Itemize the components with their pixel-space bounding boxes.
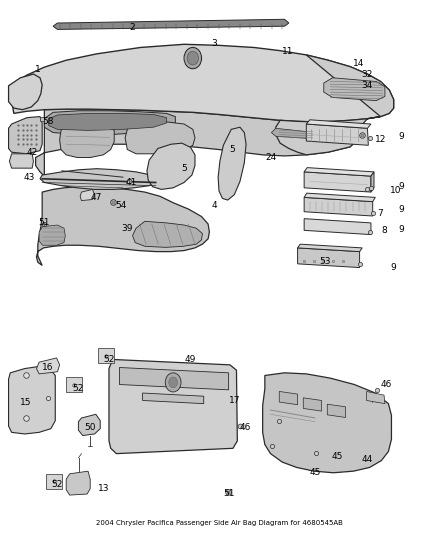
Polygon shape <box>36 358 60 374</box>
Circle shape <box>165 373 181 392</box>
Text: 47: 47 <box>90 193 102 202</box>
Text: 15: 15 <box>20 398 32 407</box>
Polygon shape <box>306 120 371 128</box>
Text: 14: 14 <box>353 59 364 68</box>
Circle shape <box>169 377 177 387</box>
Polygon shape <box>297 244 362 252</box>
Text: 16: 16 <box>42 363 53 372</box>
Polygon shape <box>304 219 371 235</box>
Polygon shape <box>53 19 289 29</box>
Polygon shape <box>147 143 195 189</box>
Text: 17: 17 <box>229 396 240 405</box>
Polygon shape <box>218 127 246 200</box>
Polygon shape <box>99 349 114 364</box>
Polygon shape <box>9 117 42 154</box>
Text: 46: 46 <box>380 380 392 389</box>
Polygon shape <box>46 474 62 489</box>
Polygon shape <box>324 78 385 101</box>
Polygon shape <box>272 128 315 139</box>
Polygon shape <box>263 373 392 473</box>
Text: 52: 52 <box>73 384 84 393</box>
Text: 2004 Chrysler Pacifica Passenger Side Air Bag Diagram for 4680545AB: 2004 Chrysler Pacifica Passenger Side Ai… <box>95 520 343 526</box>
Text: 10: 10 <box>390 186 402 195</box>
Polygon shape <box>120 368 229 390</box>
Text: 4: 4 <box>212 201 217 210</box>
Text: 54: 54 <box>115 201 127 210</box>
Text: 12: 12 <box>375 135 386 144</box>
Text: 52: 52 <box>103 355 115 364</box>
Polygon shape <box>35 109 359 176</box>
Text: 7: 7 <box>378 209 383 218</box>
Text: 11: 11 <box>282 47 294 55</box>
Text: 13: 13 <box>98 484 109 493</box>
Polygon shape <box>80 189 95 200</box>
Polygon shape <box>371 172 374 192</box>
Circle shape <box>187 51 198 65</box>
Polygon shape <box>367 391 385 403</box>
Polygon shape <box>306 124 368 146</box>
Text: 2: 2 <box>129 23 134 32</box>
Text: 9: 9 <box>399 132 404 141</box>
Text: 41: 41 <box>125 178 137 187</box>
Polygon shape <box>297 248 360 268</box>
Polygon shape <box>304 167 374 176</box>
Text: 51: 51 <box>223 489 234 498</box>
Text: 51: 51 <box>39 219 50 228</box>
Text: 8: 8 <box>381 226 387 235</box>
Polygon shape <box>9 74 42 110</box>
Polygon shape <box>304 193 375 201</box>
Text: 50: 50 <box>85 423 96 432</box>
Text: 24: 24 <box>265 153 276 162</box>
Circle shape <box>184 47 201 69</box>
Text: 44: 44 <box>362 455 373 464</box>
Polygon shape <box>66 377 82 392</box>
Polygon shape <box>303 398 321 411</box>
Polygon shape <box>10 44 394 122</box>
Polygon shape <box>143 393 204 403</box>
Polygon shape <box>279 391 297 405</box>
Polygon shape <box>304 197 373 216</box>
Polygon shape <box>9 367 55 434</box>
Text: 42: 42 <box>27 148 38 157</box>
Text: 45: 45 <box>309 468 321 477</box>
Polygon shape <box>36 187 209 265</box>
Text: 53: 53 <box>319 257 330 265</box>
Polygon shape <box>327 404 346 417</box>
Text: 9: 9 <box>399 182 404 191</box>
Polygon shape <box>66 471 90 495</box>
Polygon shape <box>49 114 166 131</box>
Text: 5: 5 <box>229 145 235 154</box>
Text: 49: 49 <box>185 355 196 364</box>
Polygon shape <box>39 225 65 245</box>
Polygon shape <box>40 168 155 189</box>
Text: 5: 5 <box>181 164 187 173</box>
Polygon shape <box>133 221 202 247</box>
Polygon shape <box>125 122 195 154</box>
Text: 9: 9 <box>399 225 404 234</box>
Text: 9: 9 <box>391 263 396 272</box>
Text: 32: 32 <box>362 70 373 78</box>
Text: 39: 39 <box>122 224 133 233</box>
Text: 3: 3 <box>212 39 218 48</box>
Polygon shape <box>10 154 33 168</box>
Text: 43: 43 <box>23 173 35 182</box>
Text: 1: 1 <box>35 66 41 74</box>
Polygon shape <box>276 55 394 155</box>
Polygon shape <box>44 111 175 135</box>
Polygon shape <box>78 414 100 435</box>
Polygon shape <box>304 172 371 192</box>
Text: 58: 58 <box>42 117 53 126</box>
Text: 45: 45 <box>331 453 343 462</box>
Polygon shape <box>109 360 237 454</box>
Text: 34: 34 <box>362 81 373 90</box>
Polygon shape <box>60 119 114 158</box>
Text: 9: 9 <box>399 205 404 214</box>
Text: 52: 52 <box>51 480 62 489</box>
Text: 46: 46 <box>240 423 251 432</box>
